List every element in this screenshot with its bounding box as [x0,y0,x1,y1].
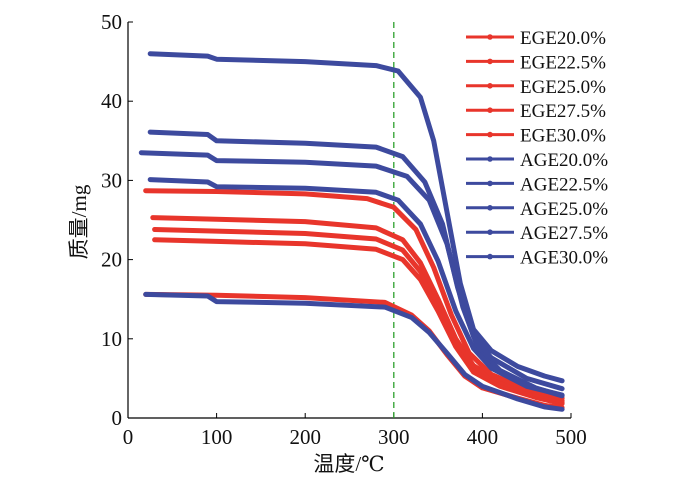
legend-label-age20-0: AGE20.0% [520,150,608,171]
y-tick-label: 20 [101,248,122,272]
x-axis-title: 温度/℃ [313,452,384,476]
legend-label-ege22-5: EGE22.5% [520,52,606,73]
y-tick-label: 50 [101,10,122,34]
legend-marker-ege25-0 [487,83,493,89]
legend-label-ege20-0: EGE20.0% [520,28,606,49]
legend-marker-age27-5 [487,229,493,235]
series-line-ege30-0 [143,188,565,401]
series-line-age27-5 [147,129,565,392]
legend-marker-age20-0 [487,156,493,162]
legend: EGE20.0% EGE22.5% EGE25.0% EGE27.5% EGE30.0%… [466,28,608,269]
y-tick-label: 0 [112,406,123,430]
legend-label-ege27-5: EGE27.5% [520,101,606,122]
series-line-age30-0 [147,177,565,398]
legend-marker-ege22-5 [487,58,493,65]
x-tick-label: 100 [201,425,233,449]
legend-label-age27-5: AGE27.5% [520,223,608,244]
legend-label-age22-5: AGE22.5% [520,174,608,195]
legend-marker-ege30-0 [487,131,493,138]
series-line-ege27-5 [150,215,565,404]
x-tick-label: 200 [289,425,321,449]
x-tick-label: 400 [467,425,499,449]
series-line-age20-0 [143,291,565,412]
legend-label-ege30-0: EGE30.0% [520,126,606,147]
y-tick-label: 10 [101,327,122,351]
series-line-age25-0 [147,51,565,384]
legend-marker-age30-0 [487,253,493,260]
legend-label-age25-0: AGE25.0% [520,199,608,220]
legend-marker-ege20-0 [487,34,493,40]
legend-marker-age22-5 [487,180,493,187]
y-tick-label: 30 [101,168,122,192]
legend-label-age30-0: AGE30.0% [520,248,608,269]
y-axis-title: 质量/mg [67,184,91,259]
legend-label-ege25-0: EGE25.0% [520,77,606,98]
axes: 0 100 200 300 400 500 0 10 20 30 40 50 [101,10,587,449]
x-tick-label: 500 [555,425,587,449]
y-tick-label: 40 [101,89,122,113]
legend-marker-ege27-5 [487,107,493,113]
series-layer [138,51,565,412]
legend-marker-age25-0 [487,205,493,211]
x-tick-label: 0 [123,425,134,449]
x-tick-label: 300 [378,425,410,449]
